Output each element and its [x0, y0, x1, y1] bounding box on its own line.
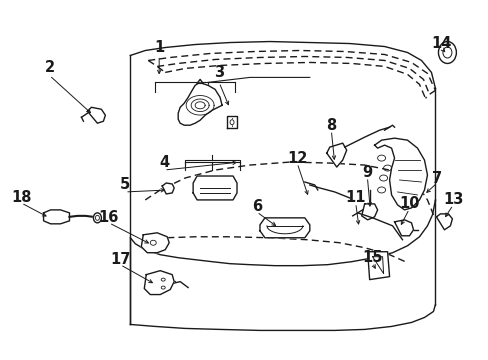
- Polygon shape: [87, 107, 105, 123]
- Text: 5: 5: [120, 177, 130, 193]
- Text: 17: 17: [110, 252, 130, 267]
- Polygon shape: [361, 204, 377, 220]
- Polygon shape: [141, 233, 169, 253]
- Text: 12: 12: [286, 150, 307, 166]
- Text: 15: 15: [361, 250, 382, 265]
- Text: 4: 4: [159, 154, 169, 170]
- Polygon shape: [374, 138, 427, 210]
- Text: 16: 16: [99, 210, 119, 225]
- Text: 13: 13: [442, 193, 463, 207]
- Polygon shape: [260, 218, 309, 238]
- Polygon shape: [178, 84, 222, 125]
- Text: 3: 3: [214, 65, 224, 80]
- Text: 1: 1: [154, 40, 164, 55]
- Polygon shape: [193, 176, 237, 200]
- Polygon shape: [394, 220, 413, 236]
- Text: 8: 8: [325, 118, 336, 133]
- Polygon shape: [436, 214, 451, 230]
- Text: 7: 7: [431, 171, 441, 185]
- Polygon shape: [367, 252, 389, 280]
- Ellipse shape: [229, 120, 234, 125]
- Polygon shape: [162, 183, 174, 194]
- Polygon shape: [226, 116, 237, 128]
- Polygon shape: [43, 210, 69, 224]
- Ellipse shape: [438, 41, 455, 63]
- Text: 6: 6: [251, 199, 261, 215]
- Polygon shape: [326, 143, 346, 167]
- Text: 2: 2: [44, 60, 54, 75]
- Text: 10: 10: [398, 197, 419, 211]
- Text: 11: 11: [345, 190, 365, 206]
- Text: 18: 18: [11, 190, 31, 206]
- Polygon shape: [144, 271, 174, 294]
- Text: 14: 14: [431, 36, 451, 51]
- Text: 9: 9: [362, 165, 372, 180]
- Ellipse shape: [93, 213, 101, 223]
